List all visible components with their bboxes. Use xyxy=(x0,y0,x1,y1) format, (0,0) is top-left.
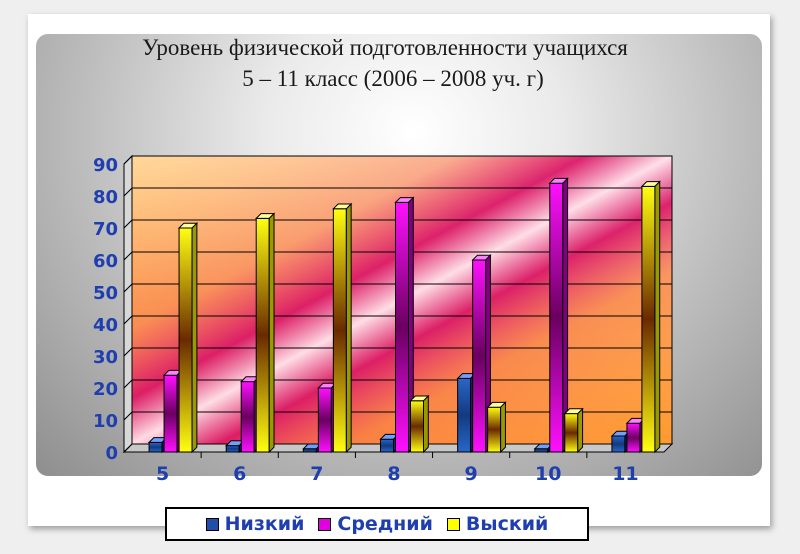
bar-side-high-11 xyxy=(654,180,661,454)
bar-high-7 xyxy=(332,202,353,454)
bar-high-8 xyxy=(409,394,430,454)
bar-side-high-7 xyxy=(345,202,352,454)
bar-side-high-6 xyxy=(268,212,275,454)
bar-front-high-7 xyxy=(332,208,347,453)
gridline-side xyxy=(123,379,133,389)
bar-high-9 xyxy=(486,401,507,454)
gridline-side xyxy=(123,187,133,197)
bar-side-high-5 xyxy=(191,221,198,454)
chart-title: Уровень физической подготовленности учащ… xyxy=(40,32,730,94)
bar-high-6 xyxy=(255,212,276,454)
y-tick-label: 50 xyxy=(93,283,118,304)
bar-front-low-6 xyxy=(225,445,240,453)
gridline-side xyxy=(123,219,133,229)
gridline-side xyxy=(123,155,133,165)
chart-title-line-1: Уровень физической подготовленности учащ… xyxy=(142,35,628,60)
bar-front-medium-11 xyxy=(626,422,641,453)
bar-front-high-6 xyxy=(255,217,270,453)
bar-front-medium-10 xyxy=(549,182,564,453)
bar-side-high-9 xyxy=(500,401,506,454)
gridline-side xyxy=(123,283,133,293)
bar-front-high-10 xyxy=(564,413,579,453)
chart-title-line-2: 5 – 11 класс (2006 – 2008 уч. г) xyxy=(242,66,544,91)
bar-medium-9 xyxy=(471,253,492,454)
gridline-side xyxy=(123,411,133,421)
gridline-side xyxy=(123,347,133,357)
bar-front-low-11 xyxy=(611,435,626,453)
bar-front-medium-8 xyxy=(395,201,409,453)
bar-front-low-5 xyxy=(148,441,163,453)
bar-high-5 xyxy=(177,221,199,454)
y-tick-label: 30 xyxy=(93,347,118,368)
legend-label-low: Низкий xyxy=(224,513,305,535)
gridline-side xyxy=(123,443,133,453)
legend-swatch-high xyxy=(446,517,460,531)
legend-item-low: Низкий xyxy=(205,513,305,535)
legend-item-high: Выский xyxy=(446,513,549,535)
legend-label-medium: Средний xyxy=(337,513,433,535)
bar-front-medium-6 xyxy=(240,381,255,453)
y-tick-label: 0 xyxy=(105,443,118,464)
x-tick-label-8: 8 xyxy=(387,463,400,485)
y-tick-label: 70 xyxy=(93,219,118,240)
x-tick-label-5: 5 xyxy=(156,463,169,485)
gridline-side xyxy=(123,251,133,261)
y-tick-label: 80 xyxy=(93,187,118,208)
legend-swatch-low xyxy=(205,517,219,531)
x-tick-label-6: 6 xyxy=(233,463,246,485)
y-tick-label: 40 xyxy=(93,315,118,336)
bar-side-high-10 xyxy=(577,407,584,454)
bar-front-medium-9 xyxy=(472,259,487,453)
bar-side-high-8 xyxy=(423,394,429,454)
bar-front-high-11 xyxy=(641,185,656,453)
bar-front-high-5 xyxy=(178,227,193,453)
x-tick-label-7: 7 xyxy=(310,463,323,485)
chart-legend: Низкий Средний Выский xyxy=(165,507,589,541)
plot-side-wall xyxy=(123,154,133,454)
y-tick-label: 90 xyxy=(93,155,118,176)
legend-label-high: Выский xyxy=(465,513,549,535)
bar-front-low-8 xyxy=(380,438,394,453)
x-tick-label-10: 10 xyxy=(535,463,561,485)
x-tick-label-11: 11 xyxy=(612,463,638,485)
y-tick-label: 60 xyxy=(93,251,118,272)
y-tick-label: 20 xyxy=(93,379,118,400)
legend-swatch-medium xyxy=(318,517,332,531)
bar-front-medium-7 xyxy=(317,387,332,453)
bar-front-low-9 xyxy=(457,377,472,453)
legend-item-medium: Средний xyxy=(318,513,433,535)
bar-front-high-8 xyxy=(410,400,424,453)
bar-front-medium-5 xyxy=(163,374,178,453)
y-tick-label: 10 xyxy=(93,411,118,432)
bar-high-11 xyxy=(640,180,661,454)
x-tick-label-9: 9 xyxy=(465,463,478,485)
gridline-side xyxy=(123,315,133,325)
bar-front-high-9 xyxy=(487,406,502,453)
bar-medium-10 xyxy=(548,177,569,454)
bar-high-10 xyxy=(563,407,584,454)
